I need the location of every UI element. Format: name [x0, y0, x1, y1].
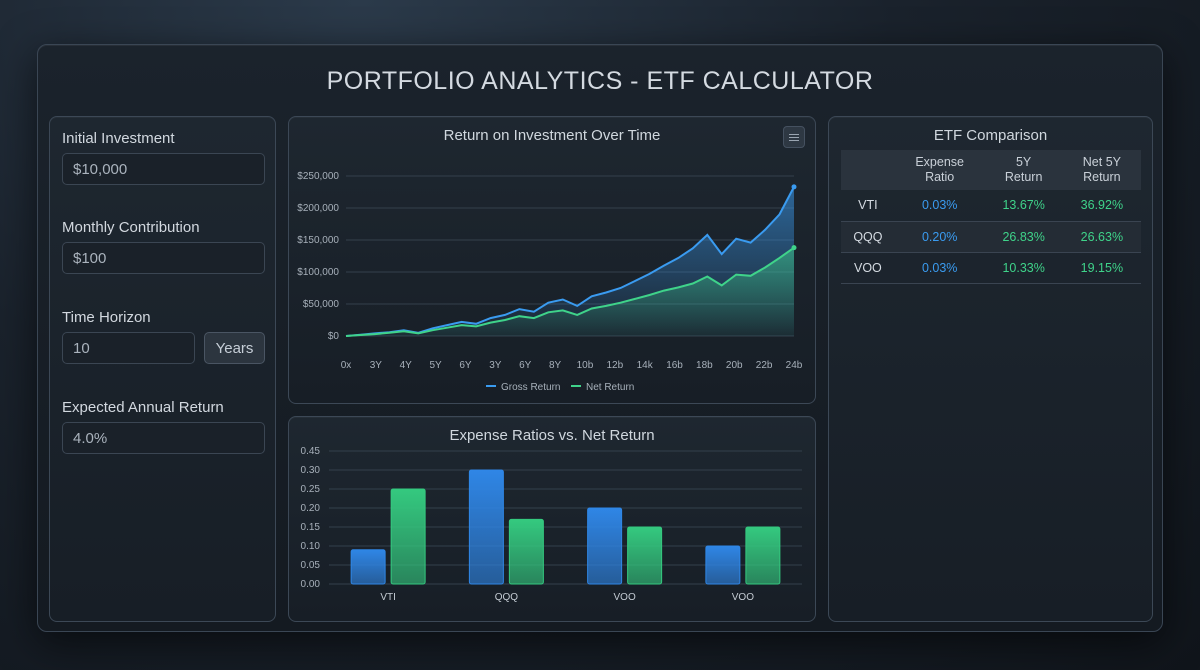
x-tick-label: 3Y [489, 360, 502, 371]
sliders-icon[interactable] [783, 126, 805, 148]
y-tick-label: 0.30 [301, 465, 321, 476]
x-tick-label: 24b [786, 360, 803, 371]
bar-voo [705, 545, 741, 585]
x-category-label: VTI [380, 592, 396, 603]
y-tick-label: 0.25 [301, 484, 321, 495]
expense-cell: 0.20% [894, 221, 985, 253]
table-row[interactable]: VOO 0.03% 10.33% 19.15% [841, 252, 1141, 284]
bar-vti [350, 549, 386, 585]
ticker-cell: VOO [841, 252, 895, 284]
bar-voo [745, 526, 781, 585]
initial-investment-label: Initial Investment [62, 130, 175, 147]
x-tick-label: 5Y [429, 360, 442, 371]
series-end-point [791, 184, 797, 190]
x-tick-label: 3Y [370, 360, 383, 371]
x-tick-label: 20b [726, 360, 743, 371]
series-area-net [346, 247, 794, 336]
y-tick-label: $50,000 [303, 299, 340, 310]
table-header-row: Expense Ratio 5Y Return Net 5Y Return [841, 150, 1141, 190]
y-tick-label: $250,000 [297, 171, 339, 182]
expense-cell: 0.03% [894, 190, 985, 222]
etf-comparison-title: ETF Comparison [933, 127, 1048, 144]
y-tick-label: 0.20 [301, 503, 321, 514]
x-tick-label: 12b [606, 360, 623, 371]
expected-return-input[interactable] [62, 422, 265, 454]
y-tick-label: $0 [328, 331, 340, 342]
table-row[interactable]: VTI 0.03% 13.67% 36.92% [841, 190, 1141, 222]
bar-qqq [508, 518, 544, 585]
x-tick-label: 14k [637, 360, 654, 371]
app-window: PORTFOLIO ANALYTICS - ETF CALCULATOR Ini… [37, 44, 1163, 632]
net-return-cell: 26.63% [1062, 221, 1141, 253]
bar-qqq [468, 469, 504, 585]
x-tick-label: 10b [577, 360, 594, 371]
ticker-cell: QQQ [841, 221, 895, 253]
initial-investment-input[interactable] [62, 153, 265, 185]
return-cell: 26.83% [984, 221, 1063, 253]
y-tick-label: $200,000 [297, 203, 339, 214]
legend-label: Gross Return [501, 382, 560, 393]
header-ticker [841, 150, 895, 190]
x-tick-label: 6Y [459, 360, 472, 371]
roi-chart-title: Return on Investment Over Time [443, 127, 661, 144]
x-category-label: QQQ [495, 592, 519, 603]
ticker-cell: VTI [841, 190, 895, 222]
x-tick-label: 16b [666, 360, 683, 371]
y-tick-label: $100,000 [297, 267, 339, 278]
x-tick-label: 6Y [519, 360, 532, 371]
x-tick-label: 4Y [400, 360, 413, 371]
expense-cell: 0.03% [894, 252, 985, 284]
expense-chart-title: Expense Ratios vs. Net Return [449, 427, 655, 444]
y-tick-label: 0.05 [301, 560, 321, 571]
net-return-cell: 19.15% [1062, 252, 1141, 284]
x-category-label: VOO [732, 592, 754, 603]
x-tick-label: 0x [341, 360, 352, 371]
y-tick-label: 0.00 [301, 579, 321, 590]
roi-chart-panel: Return on Investment Over Time $0 $50,000… [288, 116, 816, 404]
app-title: PORTFOLIO ANALYTICS - ETF CALCULATOR [326, 67, 874, 95]
net-return-cell: 36.92% [1062, 190, 1141, 222]
etf-comparison-panel: ETF Comparison Expense Ratio 5Y Return Net… [828, 116, 1153, 622]
monthly-contribution-input[interactable] [62, 242, 265, 274]
roi-chart: $0 $50,000 $100,000 $150,000 $200,000 $250,00… [297, 171, 803, 393]
x-category-label: VOO [614, 592, 636, 603]
header-5y-return: 5Y Return [984, 150, 1063, 190]
expense-chart: 0.00 0.05 0.10 0.15 0.20 0.25 0.30 0.45 VTI QQQ VO… [301, 446, 802, 603]
y-tick-label: 0.15 [301, 522, 321, 533]
return-cell: 13.67% [984, 190, 1063, 222]
y-tick-label: 0.10 [301, 541, 321, 552]
bar-voo [587, 507, 623, 585]
time-horizon-input[interactable] [62, 332, 195, 364]
header-expense-ratio: Expense Ratio [894, 150, 985, 190]
years-unit-button[interactable]: Years [204, 332, 265, 364]
y-tick-label: $150,000 [297, 235, 339, 246]
bar-vti [390, 488, 426, 585]
header-net-5y-return: Net 5Y Return [1062, 150, 1141, 190]
x-tick-label: 18b [696, 360, 713, 371]
x-tick-label: 22b [756, 360, 773, 371]
x-tick-label: 8Y [549, 360, 562, 371]
time-horizon-label: Time Horizon [62, 309, 151, 326]
series-end-point [791, 245, 797, 251]
etf-comparison-table: Expense Ratio 5Y Return Net 5Y Return VTI 0… [841, 150, 1141, 284]
table-row[interactable]: QQQ 0.20% 26.83% 26.63% [841, 221, 1141, 253]
series-line-net [345, 246, 795, 337]
inputs-panel: Initial Investment Monthly Contribution … [49, 116, 276, 622]
legend-label: Net Return [586, 382, 634, 393]
y-tick-label: 0.45 [301, 446, 321, 457]
expense-chart-panel: Expense Ratios vs. Net Return 0.00 0.05 0.… [288, 416, 816, 622]
expected-return-label: Expected Annual Return [62, 399, 224, 416]
return-cell: 10.33% [984, 252, 1063, 284]
bar-voo [627, 526, 663, 585]
monthly-contribution-label: Monthly Contribution [62, 219, 200, 236]
